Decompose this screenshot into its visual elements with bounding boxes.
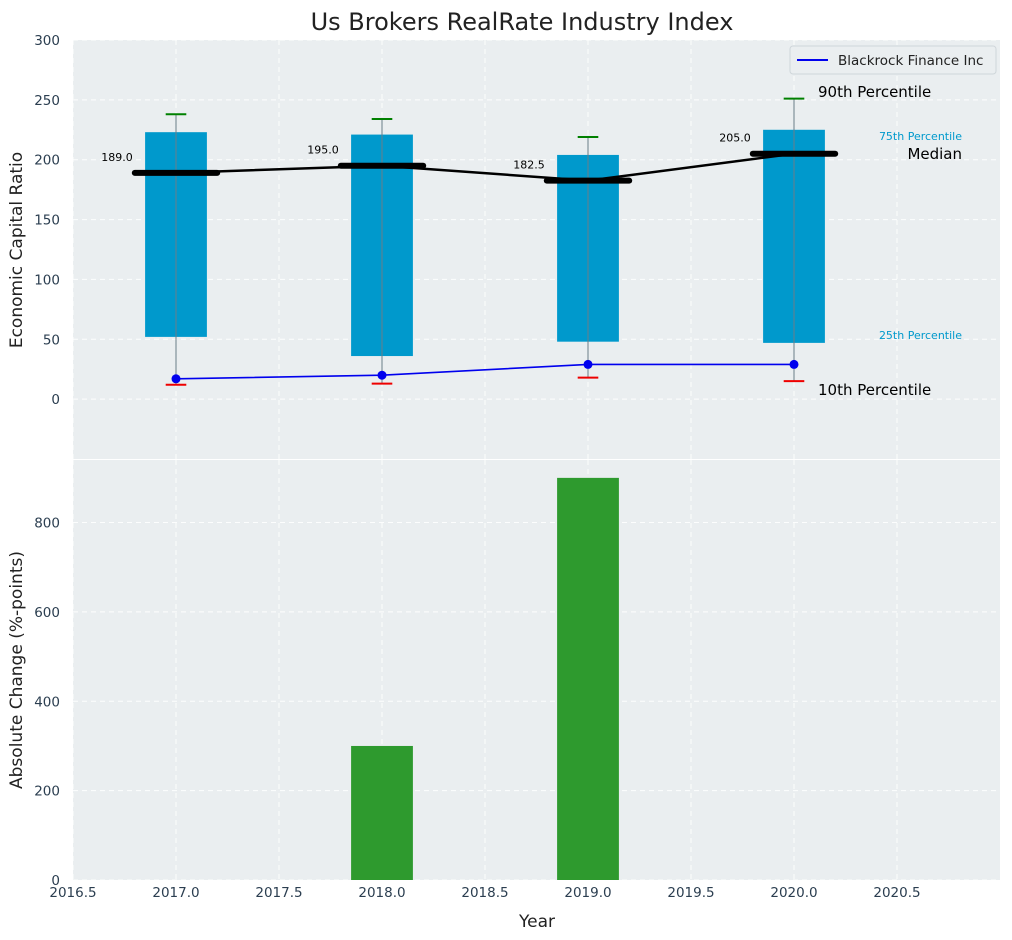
- bottom-y-axis-label: Absolute Change (%-points): [7, 551, 27, 789]
- top-y-axis-label: Economic Capital Ratio: [7, 152, 27, 348]
- bottom-panel: 0 200 400 600 800 2016.5 2017.0 2017.5 2018.0 201…: [34, 460, 1000, 901]
- x-tick-label: 2019.0: [564, 885, 611, 901]
- top-y-tick-label: 300: [34, 33, 60, 49]
- median-trend-line: [175, 152, 795, 182]
- annotation-p25: 25th Percentile: [879, 329, 962, 342]
- x-tick-label: 2018.0: [358, 885, 405, 901]
- legend-label-blackrock: Blackrock Finance Inc: [838, 53, 983, 69]
- annotation-p90: 90th Percentile: [818, 83, 931, 101]
- median-value-label: 205.0: [719, 132, 751, 145]
- top-y-tick-label: 50: [43, 332, 60, 348]
- x-tick-label: 2019.5: [667, 885, 714, 901]
- top-plot-background: [73, 40, 1000, 459]
- annotation-median: Median: [907, 145, 962, 163]
- bottom-y-tick-label: 800: [34, 516, 60, 532]
- median-value-label: 182.5: [513, 159, 545, 172]
- bottom-y-tick-label: 600: [34, 605, 60, 621]
- top-y-tick-label: 250: [34, 93, 60, 109]
- series-line-blackrock: [175, 363, 794, 380]
- series-point-blackrock: [789, 359, 799, 369]
- series-point-blackrock: [583, 359, 593, 369]
- bottom-y-tick-label: 400: [34, 694, 60, 710]
- series-point-blackrock: [377, 370, 387, 380]
- top-panel: 0 50 100 150 200 250 300 189.0 195.0 182.5 205.0 90…: [34, 33, 1000, 459]
- x-axis-label: Year: [518, 912, 555, 932]
- x-tick-label: 2018.5: [461, 885, 508, 901]
- annotation-p10: 10th Percentile: [818, 381, 931, 399]
- top-y-tick-label: 150: [34, 213, 60, 229]
- change-bar: [557, 477, 619, 880]
- bottom-plot-background: [73, 460, 1000, 880]
- x-tick-label: 2016.5: [49, 885, 96, 901]
- legend: Blackrock Finance Inc: [789, 45, 997, 75]
- bottom-y-tick-label: 0: [51, 873, 60, 889]
- top-y-tick-label: 100: [34, 272, 60, 288]
- change-bar: [351, 745, 413, 880]
- top-y-tick-label: 200: [34, 153, 60, 169]
- x-tick-label: 2017.5: [255, 885, 302, 901]
- bottom-y-tick-label: 200: [34, 784, 60, 800]
- x-tick-label: 2020.0: [770, 885, 817, 901]
- median-value-label: 189.0: [101, 151, 133, 164]
- median-value-label: 195.0: [307, 144, 339, 157]
- top-y-tick-label: 0: [51, 392, 60, 408]
- x-tick-label: 2017.0: [152, 885, 199, 901]
- annotation-p75: 75th Percentile: [879, 130, 962, 143]
- legend-box: [789, 45, 997, 75]
- series-point-blackrock: [171, 374, 181, 384]
- x-tick-label: 2020.5: [873, 885, 920, 901]
- chart-title: Us Brokers RealRate Industry Index: [311, 8, 734, 36]
